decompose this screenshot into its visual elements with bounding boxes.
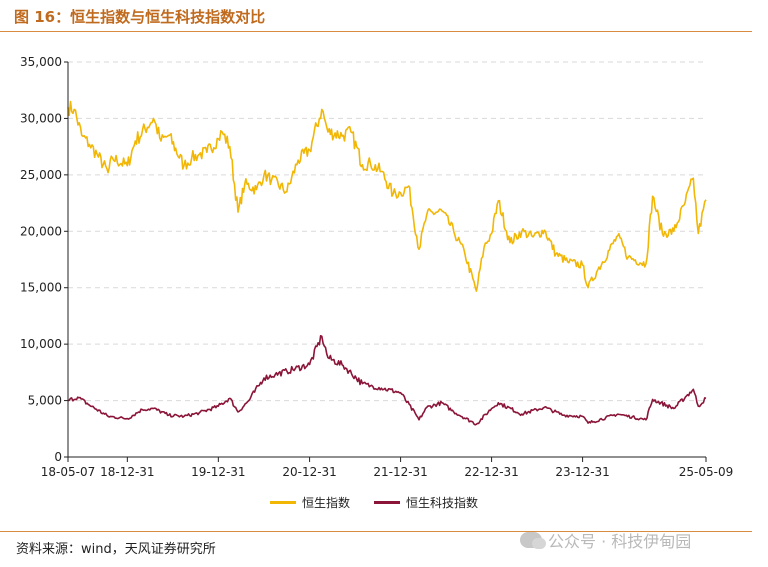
y-tick-label: 5,000 <box>28 394 62 408</box>
x-tick-label: 19-12-31 <box>191 465 245 479</box>
y-tick-label: 20,000 <box>20 224 62 238</box>
grid-lines <box>68 61 706 402</box>
y-tick-label: 15,000 <box>20 281 62 295</box>
x-tick-label: 20-12-31 <box>282 465 336 479</box>
x-tick-label: 25-05-09 <box>679 465 733 479</box>
y-tick-label: 35,000 <box>20 55 62 69</box>
title-rule <box>0 31 752 32</box>
x-axis-ticks: 18-05-07 18-12-31 19-12-31 20-12-31 21-12-31… <box>41 457 733 479</box>
source-note: 资料来源：wind，天风证券研究所 <box>16 542 216 557</box>
line-chart: 0 5,000 10,000 15,000 20,000 25,000 30,000 35,0… <box>20 55 733 479</box>
wechat-icon <box>520 532 546 549</box>
series-line-hsi <box>67 100 707 292</box>
figure-title: 图 16：恒生指数与恒生科技指数对比 <box>14 8 266 26</box>
x-tick-label: 22-12-31 <box>464 465 518 479</box>
legend-label-hstech: 恒生科技指数 <box>406 496 479 510</box>
legend-item-hsi: 恒生指数 <box>270 494 350 511</box>
watermark: 公众号 · 科技伊甸园 <box>520 528 691 552</box>
y-tick-label: 25,000 <box>20 168 62 182</box>
legend-label-hsi: 恒生指数 <box>302 496 351 510</box>
x-tick-label: 23-12-31 <box>555 465 609 479</box>
y-tick-label: 30,000 <box>20 111 62 125</box>
footer-rule <box>0 531 752 532</box>
x-tick-label: 18-12-31 <box>100 465 154 479</box>
legend-item-hstech: 恒生科技指数 <box>374 494 478 511</box>
x-tick-label: 21-12-31 <box>373 465 427 479</box>
series-line-hstech <box>67 335 707 426</box>
legend-swatch-hsi <box>270 501 296 504</box>
y-axis-ticks: 0 5,000 10,000 15,000 20,000 25,000 30,000 35,0… <box>20 55 68 464</box>
legend-swatch-hstech <box>374 501 401 504</box>
legend: 恒生指数 恒生科技指数 <box>270 494 478 511</box>
watermark-text: 公众号 · 科技伊甸园 <box>548 532 692 551</box>
y-tick-label: 10,000 <box>20 337 62 351</box>
y-tick-label: 0 <box>54 450 62 464</box>
series-layer <box>67 100 707 426</box>
x-tick-label: 18-05-07 <box>41 465 95 479</box>
